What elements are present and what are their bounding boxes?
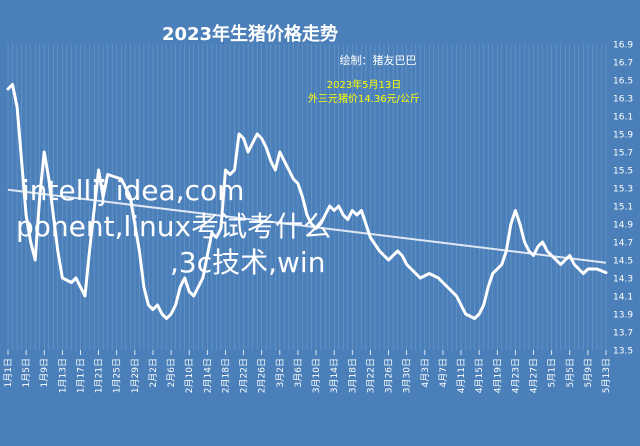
- y-tick-label: 15.9: [613, 131, 633, 141]
- x-tick-label: 3月18日: [347, 358, 358, 393]
- x-tick-label: 1月9日: [39, 358, 50, 387]
- watermark-line-1: intellij idea,com: [22, 174, 244, 207]
- x-tick-label: 5月5日: [565, 358, 576, 387]
- x-tick-label: 4月3日: [420, 358, 431, 387]
- y-tick-label: 16.1: [613, 113, 633, 123]
- annotation-date: 2023年5月13日: [327, 78, 402, 91]
- x-tick-label: 1月1日: [3, 358, 14, 387]
- annotation-price: 外三元猪价14.36元/公斤: [308, 93, 420, 105]
- y-tick-label: 14.9: [613, 221, 633, 231]
- y-tick-label: 14.3: [613, 275, 633, 285]
- x-tick-label: 3月26日: [384, 358, 395, 393]
- y-tick-label: 15.3: [613, 185, 633, 195]
- x-tick-label: 5月9日: [583, 358, 594, 387]
- x-tick-label: 1月5日: [21, 358, 32, 387]
- y-axis-ticks: 16.9 16.7 16.5 16.3 16.1 15.9 15.7 15.5 15.3 15.1…: [613, 41, 633, 357]
- x-tick-label: 1月13日: [57, 358, 68, 393]
- y-tick-label: 14.7: [613, 239, 633, 249]
- y-tick-label: 13.5: [613, 347, 633, 357]
- y-tick-label: 14.1: [613, 293, 633, 303]
- x-tick-label: 2月10日: [184, 358, 195, 393]
- x-tick-label: 2月18日: [220, 358, 231, 393]
- x-tick-label: 4月23日: [510, 358, 521, 393]
- y-tick-label: 16.7: [613, 59, 633, 69]
- x-tick-label: 4月7日: [438, 358, 449, 387]
- y-tick-label: 13.9: [613, 311, 633, 321]
- y-tick-label: 13.7: [613, 329, 633, 339]
- x-tick-label: 1月25日: [112, 358, 123, 393]
- y-tick-label: 16.5: [613, 77, 633, 87]
- watermark-line-3: ,3c技术,win: [170, 246, 325, 279]
- x-tick-label: 1月21日: [94, 358, 105, 393]
- y-tick-label: 16.3: [613, 95, 633, 105]
- x-tick-label: 1月17日: [75, 358, 86, 393]
- x-tick-label: 2月14日: [202, 358, 213, 393]
- x-axis-ticks: 1月1日 1月5日 1月9日 1月13日 1月17日 1月21日 1月25日 1月29日 2月2…: [3, 350, 612, 393]
- chart-subtitle: 绘制：猪友巴巴: [340, 53, 417, 67]
- chart-title: 2023年生猪价格走势: [162, 23, 338, 45]
- x-tick-label: 4月11日: [456, 358, 467, 393]
- y-tick-label: 15.5: [613, 167, 633, 177]
- x-tick-label: 5月1日: [547, 358, 558, 387]
- x-tick-label: 4月19日: [492, 358, 503, 393]
- x-tick-label: 2月22日: [239, 358, 250, 393]
- vertical-gridlines: [7, 44, 607, 350]
- x-tick-label: 3月2日: [275, 358, 286, 387]
- x-tick-label: 4月15日: [474, 358, 485, 393]
- y-tick-label: 16.9: [613, 41, 633, 51]
- x-tick-label: 3月30日: [402, 358, 413, 393]
- price-series-line: [6, 83, 608, 320]
- y-tick-label: 15.7: [613, 149, 633, 159]
- x-tick-label: 3月10日: [311, 358, 322, 393]
- x-tick-label: 2月26日: [257, 358, 268, 393]
- y-tick-label: 15.1: [613, 203, 633, 213]
- x-tick-label: 3月6日: [293, 358, 304, 387]
- x-tick-label: 3月22日: [365, 358, 376, 393]
- x-tick-label: 1月29日: [130, 358, 141, 393]
- x-tick-label: 2月2日: [148, 358, 159, 387]
- x-tick-label: 2月6日: [166, 358, 177, 387]
- x-tick-label: 5月13日: [601, 358, 612, 393]
- x-tick-label: 4月27日: [529, 358, 540, 393]
- y-tick-label: 14.5: [613, 257, 633, 267]
- x-tick-label: 3月14日: [329, 358, 340, 393]
- watermark-line-2: ponent,linux考试考什么: [16, 210, 331, 243]
